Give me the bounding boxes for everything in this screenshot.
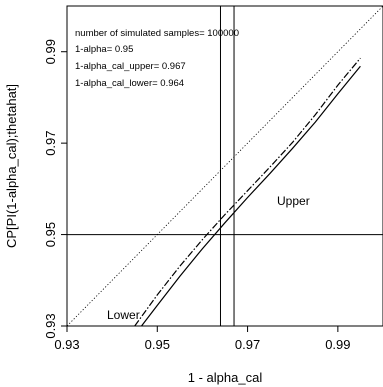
y-tick-label: 0.93	[43, 313, 58, 338]
annotation-alpha: 1-alpha= 0.95	[75, 44, 133, 55]
plot-frame	[66, 5, 383, 327]
annotation-layer: number of simulated samples= 100000 1-al…	[75, 28, 239, 89]
annotation-alpha-cal-lower: 1-alpha_cal_lower= 0.964	[75, 78, 184, 89]
annotation-samples: number of simulated samples= 100000	[75, 28, 239, 39]
y-tick-label: 0.99	[43, 39, 58, 64]
plot-layer	[66, 5, 383, 327]
y-tick-label: 0.95	[43, 222, 58, 247]
x-tick-label: 0.95	[145, 337, 170, 352]
curve-label-lower: Lower	[107, 308, 140, 322]
x-tick-label: 0.99	[325, 337, 350, 352]
x-tick-layer: 0.93 0.95 0.97 0.99	[54, 326, 351, 352]
y-axis-label: CP[PI(1-alpha_cal);thetahat]	[4, 84, 19, 248]
coverage-curve-dot-dash	[134, 57, 361, 327]
curve-label-upper: Upper	[277, 194, 310, 208]
y-tick-label: 0.97	[43, 130, 58, 155]
y-tick-layer: 0.93 0.95 0.97 0.99	[43, 39, 67, 339]
x-tick-label: 0.97	[235, 337, 260, 352]
x-axis-label: 1 - alpha_cal	[188, 370, 263, 385]
coverage-curve-solid	[141, 65, 361, 327]
annotation-alpha-cal-upper: 1-alpha_cal_upper= 0.967	[75, 61, 186, 72]
x-tick-label: 0.93	[54, 337, 79, 352]
diagonal-reference-line	[66, 5, 383, 327]
